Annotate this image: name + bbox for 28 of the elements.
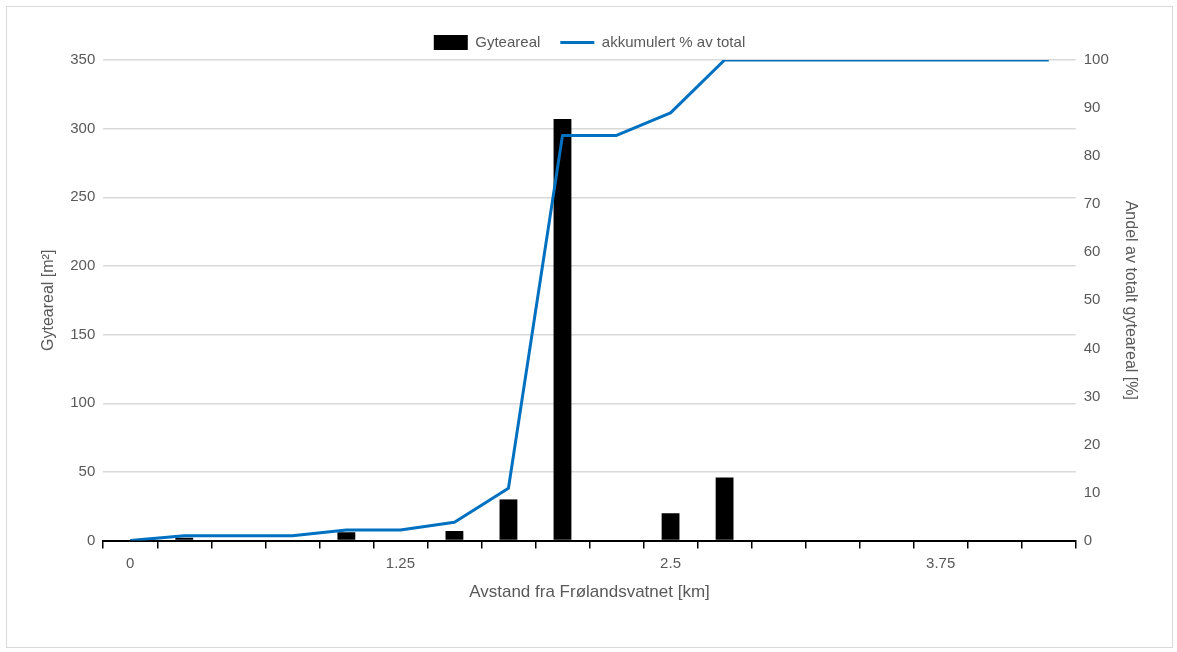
y2-tick-label: 10 <box>1083 482 1101 500</box>
y2-tick-label: 0 <box>1083 530 1093 548</box>
y2-axis-title: Andel av totalt gyteareal [%] <box>1122 200 1140 400</box>
y-tick-label: 350 <box>70 50 96 68</box>
x-tick-label: 1.25 <box>385 553 415 571</box>
y2-tick-label: 60 <box>1083 242 1101 260</box>
y-axis-title: Gyteareal [m²] <box>39 249 57 351</box>
legend-label: akkumulert % av total <box>601 32 746 50</box>
y2-tick-label: 40 <box>1083 338 1101 356</box>
y-tick-label: 50 <box>78 462 96 480</box>
x-tick-label: 3.75 <box>926 553 956 571</box>
y2-tick-label: 80 <box>1083 146 1101 164</box>
y-tick-label: 100 <box>70 393 96 411</box>
y-tick-label: 0 <box>86 530 96 548</box>
y-tick-label: 150 <box>70 324 96 342</box>
x-tick-label: 0 <box>126 553 135 571</box>
y-tick-label: 250 <box>70 187 96 205</box>
y2-tick-label: 50 <box>1083 290 1101 308</box>
y-tick-label: 200 <box>70 256 96 274</box>
y2-tick-label: 70 <box>1083 194 1101 212</box>
x-axis-title: Avstand fra Frølandsvatnet [km] <box>469 582 710 602</box>
y2-tick-label: 100 <box>1083 50 1109 68</box>
x-tick-label: 2.5 <box>660 553 681 571</box>
y2-tick-label: 20 <box>1083 434 1101 452</box>
y2-tick-label: 30 <box>1083 386 1101 404</box>
y2-tick-label: 90 <box>1083 98 1101 116</box>
legend-label: Gyteareal <box>475 32 541 50</box>
y-tick-label: 300 <box>70 118 96 136</box>
